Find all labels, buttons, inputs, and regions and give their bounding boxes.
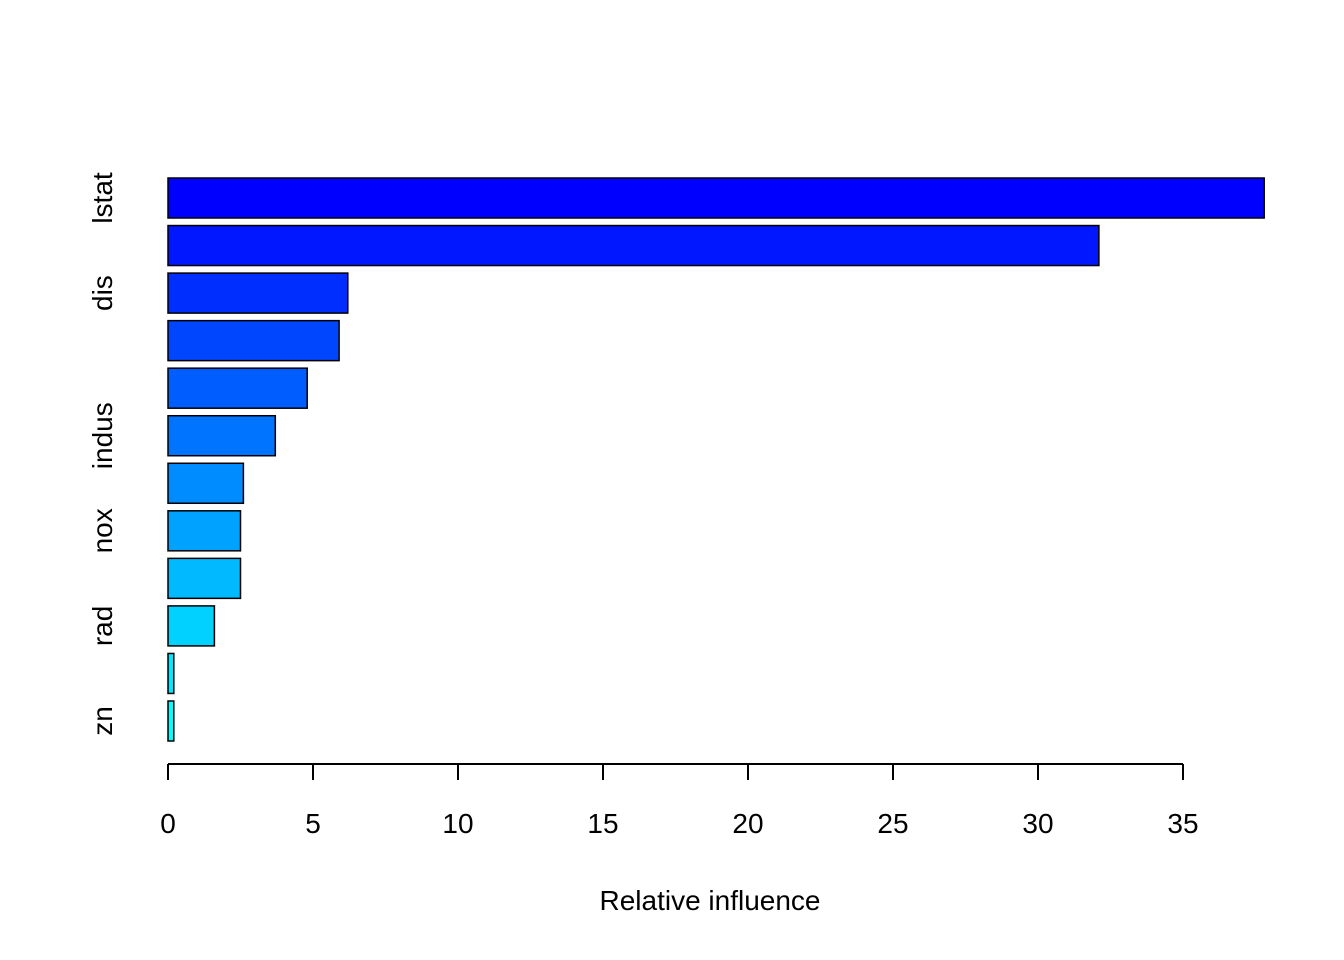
x-tick-label: 20 [732,808,763,839]
bar [167,700,175,742]
bar [167,224,1100,267]
bar [167,557,242,600]
x-tick-label: 0 [160,808,176,839]
x-tick-label: 10 [442,808,473,839]
bar [167,462,245,505]
y-tick-label: lstat [87,172,118,224]
bar [167,414,277,457]
y-tick-label: rad [87,606,118,646]
x-tick-label: 30 [1022,808,1053,839]
bar [167,177,1265,219]
bar [167,510,242,552]
bar [167,652,175,695]
x-axis-label: Relative influence [599,885,820,916]
bar [167,605,216,647]
y-tick-label: dis [87,275,118,311]
y-tick-label: zn [87,706,118,736]
x-tick-label: 5 [305,808,321,839]
x-tick-label: 25 [877,808,908,839]
y-tick-label: indus [87,402,118,469]
bar [167,272,349,314]
bar [167,367,308,409]
bar [167,319,340,362]
x-tick-label: 35 [1167,808,1198,839]
y-tick-label: nox [87,508,118,553]
x-tick-label: 15 [587,808,618,839]
